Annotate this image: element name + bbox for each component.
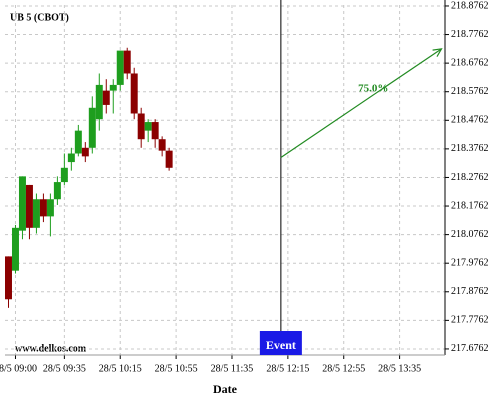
candle-body bbox=[109, 84, 117, 91]
x-tick-label: 28/5 11:35 bbox=[211, 363, 254, 374]
x-tick-label: 28/5 10:55 bbox=[155, 363, 198, 374]
event-label: Event bbox=[266, 338, 296, 352]
arrow-label: 75.0% bbox=[358, 83, 388, 95]
y-tick-label: 217.8762 bbox=[451, 286, 489, 297]
y-tick-label: 218.8762 bbox=[451, 0, 489, 11]
y-tick-label: 218.4762 bbox=[451, 115, 489, 126]
candle-body bbox=[88, 107, 96, 148]
candle-body bbox=[25, 184, 33, 228]
candle-body bbox=[116, 50, 124, 85]
chart-title: UB 5 (CBOT) bbox=[10, 12, 69, 23]
candle-body bbox=[95, 84, 103, 120]
candle-body bbox=[39, 199, 47, 217]
candle-body bbox=[5, 256, 12, 300]
candle-body bbox=[46, 199, 54, 217]
candle-body bbox=[144, 122, 152, 131]
candle-body bbox=[158, 139, 166, 151]
y-tick-label: 218.2762 bbox=[451, 172, 489, 183]
watermark: www.delkos.com bbox=[15, 343, 87, 354]
x-tick-label: 28/5 12:55 bbox=[322, 363, 365, 374]
y-tick-label: 218.7762 bbox=[451, 29, 489, 40]
x-tick-label: 28/5 09:35 bbox=[43, 363, 86, 374]
candle-body bbox=[81, 147, 89, 157]
candle-body bbox=[130, 73, 138, 114]
candle-body bbox=[165, 150, 173, 168]
y-tick-label: 218.0762 bbox=[451, 229, 489, 240]
x-tick-label: 28/5 09:00 bbox=[0, 363, 37, 374]
candle-body bbox=[67, 153, 75, 163]
x-tick-label: 28/5 10:15 bbox=[99, 363, 142, 374]
event-box bbox=[259, 331, 302, 355]
candle-body bbox=[11, 227, 19, 271]
y-tick-label: 217.7762 bbox=[451, 315, 489, 326]
y-tick-label: 218.5762 bbox=[451, 86, 489, 97]
candle-body bbox=[74, 130, 82, 154]
y-tick-label: 218.3762 bbox=[451, 143, 489, 154]
candle-body bbox=[137, 113, 145, 140]
candle-body bbox=[53, 182, 61, 200]
candle-body bbox=[123, 50, 131, 74]
x-tick-label: 28/5 13:35 bbox=[378, 363, 421, 374]
y-tick-label: 218.1762 bbox=[451, 200, 489, 211]
x-tick-label: 28/5 12:15 bbox=[266, 363, 309, 374]
candle-body bbox=[60, 167, 68, 183]
arrow bbox=[280, 48, 442, 158]
arrow-head bbox=[432, 48, 443, 57]
candle-body bbox=[18, 176, 26, 231]
y-tick-label: 218.6762 bbox=[451, 57, 489, 68]
candle-body bbox=[32, 199, 40, 228]
y-tick-label: 217.6762 bbox=[451, 343, 489, 354]
candle-body bbox=[151, 122, 159, 140]
x-axis-label: Date bbox=[213, 382, 238, 396]
y-tick-label: 217.9762 bbox=[451, 257, 489, 268]
candle-body bbox=[102, 90, 110, 105]
